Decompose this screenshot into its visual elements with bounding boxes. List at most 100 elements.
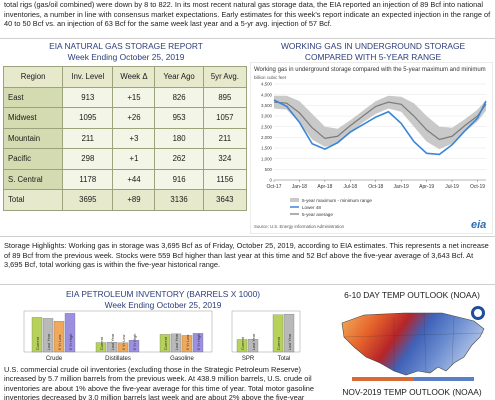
value-cell: 1057 <box>202 107 248 129</box>
x-tick-label: Jul-19 <box>445 184 459 190</box>
x-tick-label: Oct-19 <box>470 184 485 190</box>
value-cell: 211 <box>62 127 114 149</box>
table-row: Midwest 1095 +26 953 1057 <box>2 107 248 129</box>
bar-label: 5 Yr High <box>68 334 73 351</box>
y-tick-labels: 4,500 4,000 3,500 3,000 2,500 2,000 1,500 1,000… <box>261 82 273 183</box>
x-tick-label: Apr-18 <box>317 184 332 190</box>
value-cell: 211 <box>202 127 248 149</box>
legend-entry: Lower 48 <box>302 205 321 210</box>
value-cell: +44 <box>112 168 156 190</box>
y-tick-label: 4,000 <box>261 92 273 97</box>
chart-legend: 5-year maximum - minimum range Lower 48 … <box>290 198 372 217</box>
chart-inner-title: Working gas in underground storage compa… <box>254 67 486 73</box>
bar-crude-0 <box>31 317 43 353</box>
state-borders <box>343 312 485 374</box>
divider <box>0 236 495 237</box>
bar-label: Current <box>240 336 245 350</box>
table-row: Pacific 298 +1 262 324 <box>2 148 248 170</box>
category-label: SPR <box>242 356 255 362</box>
legend-swatch-range <box>290 198 299 202</box>
unit-label: billion cubic feet <box>254 75 287 80</box>
intro-paragraph: total rigs (gas/oil combined) were down … <box>4 0 491 29</box>
category-label: Crude <box>46 356 63 362</box>
x-tick-label: Oct-18 <box>368 184 383 190</box>
bar-crude-2 <box>53 321 65 353</box>
region-cell: Total <box>2 189 64 211</box>
value-cell: 1156 <box>202 168 248 190</box>
bar-label: Last Year <box>174 333 179 350</box>
storage-highlights-paragraph: Storage Highlights: Working gas in stora… <box>4 241 489 270</box>
bar-distillates-2 <box>117 342 129 353</box>
value-cell: +3 <box>112 127 156 149</box>
map-color-legend <box>352 377 474 381</box>
value-cell: 1178 <box>62 168 114 190</box>
storage-table: Region Inv. Level Week Δ Year Ago 5yr Av… <box>2 66 248 211</box>
bar-gasoline-1 <box>170 333 182 353</box>
x-tick-label: Jul-18 <box>344 184 358 190</box>
y-tick-label: 3,500 <box>261 103 273 108</box>
bar-total-1 <box>283 313 295 353</box>
bar-label: Last Year <box>251 333 256 350</box>
crude-inventory-paragraph: U.S. commercial crude oil inventories (e… <box>4 365 315 400</box>
working-gas-title: WORKING GAS IN UNDERGROUND STORAGE COMPA… <box>280 41 466 62</box>
category-label: Distillates <box>105 356 131 362</box>
bar-label: Last Year <box>287 333 292 350</box>
petroleum-title: EIA PETROLEUM INVENTORY (BARRELS X 1000)… <box>65 289 261 310</box>
value-cell: 3136 <box>154 189 204 211</box>
table-row: Mountain 211 +3 180 211 <box>2 127 248 149</box>
value-cell: 953 <box>154 107 204 129</box>
region-cell: East <box>2 86 64 108</box>
chart-frame-right <box>231 310 301 353</box>
value-cell: +89 <box>112 189 156 211</box>
plot-area-right <box>231 310 301 353</box>
value-cell: +26 <box>112 107 156 129</box>
bar-crude-1 <box>42 318 54 353</box>
map-color-legend-cool <box>414 377 474 381</box>
outlook-6-10-title: 6-10 DAY TEMP OUTLOOK (NOAA) <box>344 290 480 300</box>
divider <box>0 38 495 39</box>
bar-label: 5 Yr Low <box>57 334 62 350</box>
bar-gasoline-0 <box>159 334 171 353</box>
value-cell: 916 <box>154 168 204 190</box>
col-header: Week Δ <box>112 66 156 88</box>
legend-entry: 5-year average <box>302 212 333 217</box>
x-tick-label: Jan-19 <box>394 184 410 190</box>
category-label: Total <box>278 356 291 362</box>
bar-total-0 <box>272 314 284 353</box>
y-tick-label: 4,500 <box>261 82 273 87</box>
bar-label: 5 Yr Low <box>185 334 190 350</box>
y-tick-label: 500 <box>265 167 273 172</box>
y-tick-label: 1,500 <box>261 146 273 151</box>
value-cell: +15 <box>112 86 156 108</box>
bar-distillates-0 <box>95 342 107 353</box>
value-cell: 3695 <box>62 189 114 211</box>
category-label: Gasoline <box>170 356 194 362</box>
region-cell: S. Central <box>2 168 64 190</box>
y-tick-label: 2,000 <box>261 135 273 140</box>
y-tick-label: 3,000 <box>261 114 273 119</box>
x-tick-labels: Oct-17 Jan-18 Apr-18 Jul-18 Oct-18 Jan-19 Apr-… <box>266 184 485 190</box>
y-tick-label: 2,500 <box>261 124 273 129</box>
value-cell: 180 <box>154 127 204 149</box>
series-lower48-line <box>273 99 487 156</box>
col-header: Inv. Level <box>62 66 114 88</box>
bar-gasoline-3 <box>192 333 204 353</box>
bar-label: 5 Yr High <box>132 334 137 351</box>
x-tick-label: Apr-19 <box>419 184 434 190</box>
bar-label: Current <box>163 336 168 350</box>
table-row: East 913 +15 826 895 <box>2 86 248 108</box>
bar-distillates-1 <box>106 341 118 353</box>
region-cell: Pacific <box>2 148 64 170</box>
bar-spr-0 <box>236 339 248 353</box>
bar-label: Current <box>35 336 40 350</box>
divider <box>0 284 495 285</box>
noaa-logo-inner <box>474 309 482 317</box>
legend-entry: 5-year maximum - minimum range <box>302 198 372 203</box>
us-map-shape <box>341 312 485 376</box>
temp-outlook-6-10-map <box>334 301 492 385</box>
series-5yr-average-line <box>273 101 487 141</box>
bar-crude-3 <box>64 313 76 353</box>
bar-label: Current <box>99 336 104 350</box>
bar-distillates-3 <box>128 340 140 353</box>
table-header-row: Region Inv. Level Week Δ Year Ago 5yr Av… <box>2 66 248 88</box>
